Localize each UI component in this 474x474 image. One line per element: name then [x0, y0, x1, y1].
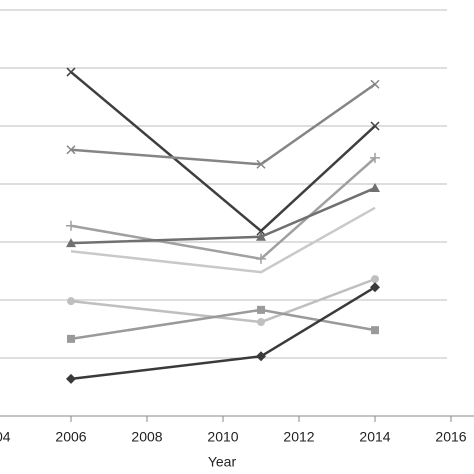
marker	[370, 152, 380, 163]
x-tick-label: 2008	[131, 429, 162, 445]
x-tick-label: 2006	[55, 429, 86, 445]
marker	[370, 183, 380, 193]
marker	[370, 282, 380, 293]
marker	[256, 226, 266, 236]
series-line	[70, 83, 376, 166]
x-tick-label: 2016	[435, 429, 466, 445]
marker	[256, 351, 266, 362]
marker	[371, 326, 379, 335]
x-tick-label: 2012	[283, 429, 314, 445]
marker	[371, 275, 379, 284]
marker	[66, 145, 76, 155]
marker	[66, 220, 76, 231]
marker	[370, 121, 380, 131]
marker	[256, 253, 266, 264]
marker	[257, 305, 265, 314]
marker	[67, 297, 75, 306]
marker	[66, 238, 76, 248]
marker	[67, 334, 75, 343]
marker	[257, 318, 265, 327]
series-line	[70, 206, 376, 274]
marker	[370, 79, 380, 89]
marker	[256, 159, 266, 169]
x-tick-label: 2004	[0, 429, 11, 445]
x-tick-label: 2014	[359, 429, 390, 445]
x-axis-label: Year	[208, 454, 237, 470]
marker	[256, 231, 266, 241]
x-tick-label: 2010	[207, 429, 238, 445]
marker	[66, 67, 76, 77]
marker	[66, 373, 76, 384]
